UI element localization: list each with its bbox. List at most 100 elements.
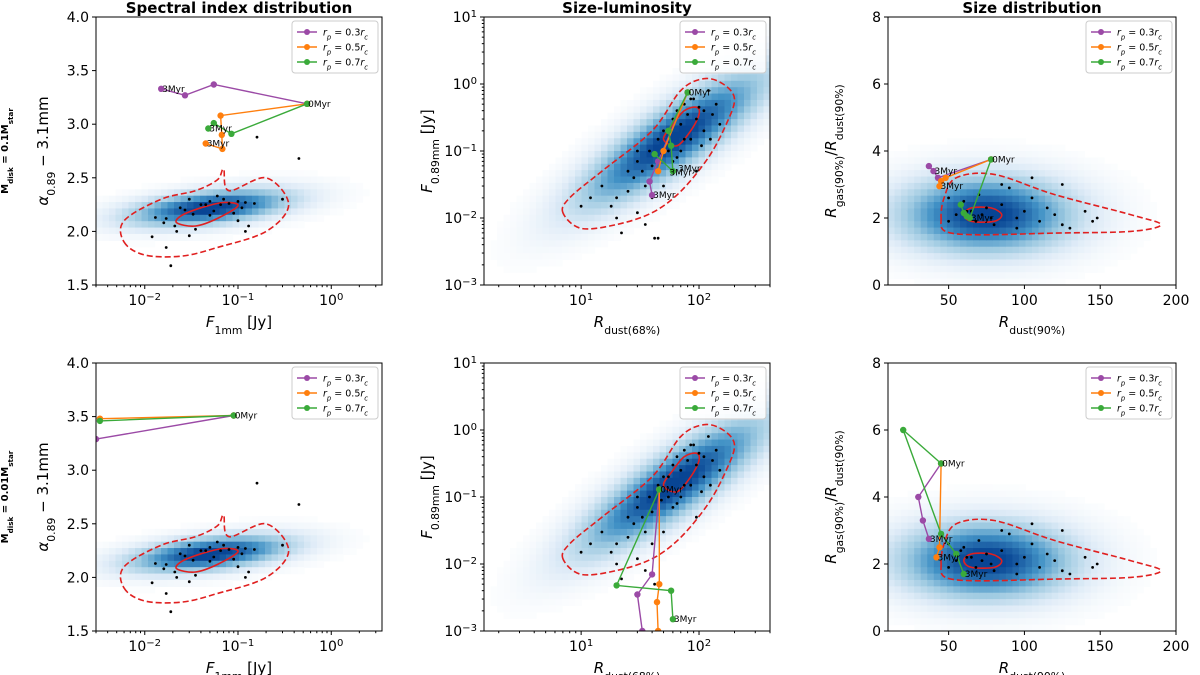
density-cell	[226, 202, 234, 210]
density-cell	[666, 497, 674, 504]
density-cell	[1038, 151, 1046, 158]
x-tick-label: 100	[1011, 639, 1038, 655]
density-cell	[193, 176, 201, 184]
density-cell	[960, 170, 968, 178]
density-cell	[999, 490, 1007, 498]
density-cell	[1051, 522, 1059, 530]
data-point	[692, 443, 695, 447]
density-cell	[232, 573, 240, 581]
density-cell	[940, 157, 948, 165]
density-cell	[927, 278, 935, 285]
density-cell	[1051, 246, 1059, 254]
density-cell	[672, 548, 680, 556]
density-cell	[705, 125, 713, 133]
density-cell	[232, 560, 240, 568]
density-cell	[888, 560, 896, 568]
density-cell	[1032, 567, 1040, 575]
density-cell	[1058, 151, 1066, 158]
density-cell	[154, 554, 162, 562]
density-cell	[640, 439, 648, 447]
density-cell	[1084, 528, 1092, 536]
density-cell	[698, 93, 706, 101]
density-cell	[135, 240, 143, 248]
density-cell	[1058, 170, 1066, 178]
density-cell	[750, 131, 758, 139]
density-cell	[1018, 144, 1027, 152]
density-cell	[698, 99, 706, 107]
density-cell	[692, 477, 700, 485]
legend-label: rp = 0.5rc	[1117, 43, 1162, 57]
density-cell	[245, 573, 253, 581]
density-cell	[659, 99, 667, 107]
density-cell	[940, 265, 948, 273]
density-cell	[536, 182, 544, 190]
density-cell	[966, 246, 974, 254]
density-cell	[601, 195, 609, 203]
density-cell	[542, 221, 550, 229]
density-cell	[1123, 592, 1131, 600]
density-cell	[219, 528, 227, 536]
density-cell	[640, 471, 648, 479]
density-cell	[960, 599, 968, 607]
density-cell	[1130, 233, 1138, 241]
density-cell	[960, 528, 968, 536]
density-cell	[927, 144, 935, 152]
density-cell	[1038, 567, 1046, 575]
density-cell	[1064, 579, 1072, 587]
density-cell	[960, 176, 968, 184]
density-cell	[894, 265, 902, 273]
density-cell	[646, 163, 654, 171]
density-cell	[226, 541, 234, 549]
density-cell	[940, 221, 948, 229]
density-cell	[960, 214, 968, 222]
density-cell	[562, 189, 570, 197]
density-cell	[536, 560, 544, 568]
density-cell	[226, 560, 234, 568]
density-cell	[1038, 227, 1046, 235]
density-cell	[529, 253, 537, 261]
density-cell	[1071, 233, 1079, 241]
density-cell	[135, 227, 143, 235]
density-cell	[115, 195, 123, 203]
density-cell	[679, 445, 687, 453]
density-cell	[1077, 195, 1085, 203]
density-cell	[1064, 221, 1072, 229]
density-cell	[343, 195, 351, 203]
density-cell	[1038, 579, 1046, 587]
density-cell	[1032, 176, 1040, 184]
density-cell	[1110, 208, 1118, 216]
density-cell	[1071, 528, 1079, 536]
density-cell	[1058, 214, 1066, 222]
density-cell	[705, 426, 713, 434]
data-point	[1030, 522, 1034, 526]
density-cell	[1077, 253, 1085, 261]
density-cell	[933, 240, 941, 248]
density-cell	[516, 208, 524, 216]
data-point	[178, 552, 182, 556]
density-cell	[685, 138, 693, 146]
density-cell	[265, 554, 273, 562]
density-cell	[960, 522, 968, 530]
density-cell	[1012, 176, 1020, 184]
density-cell	[562, 567, 570, 575]
density-cell	[252, 560, 260, 568]
density-cell	[1084, 233, 1092, 241]
density-cell	[581, 579, 589, 587]
density-cell	[174, 182, 182, 190]
density-cell	[940, 144, 948, 152]
density-cell	[1038, 278, 1046, 285]
density-cell	[914, 618, 922, 626]
density-cell	[744, 119, 752, 127]
density-cell	[979, 246, 987, 254]
density-cell	[128, 586, 136, 594]
density-cell	[141, 233, 149, 241]
density-cell	[920, 272, 928, 280]
density-cell	[575, 490, 583, 498]
density-cell	[685, 170, 693, 178]
density-cell	[343, 202, 351, 210]
density-cell	[718, 125, 726, 133]
density-cell	[666, 490, 674, 498]
density-cell	[914, 144, 922, 152]
data-point	[1053, 213, 1057, 217]
density-cell	[914, 605, 922, 613]
